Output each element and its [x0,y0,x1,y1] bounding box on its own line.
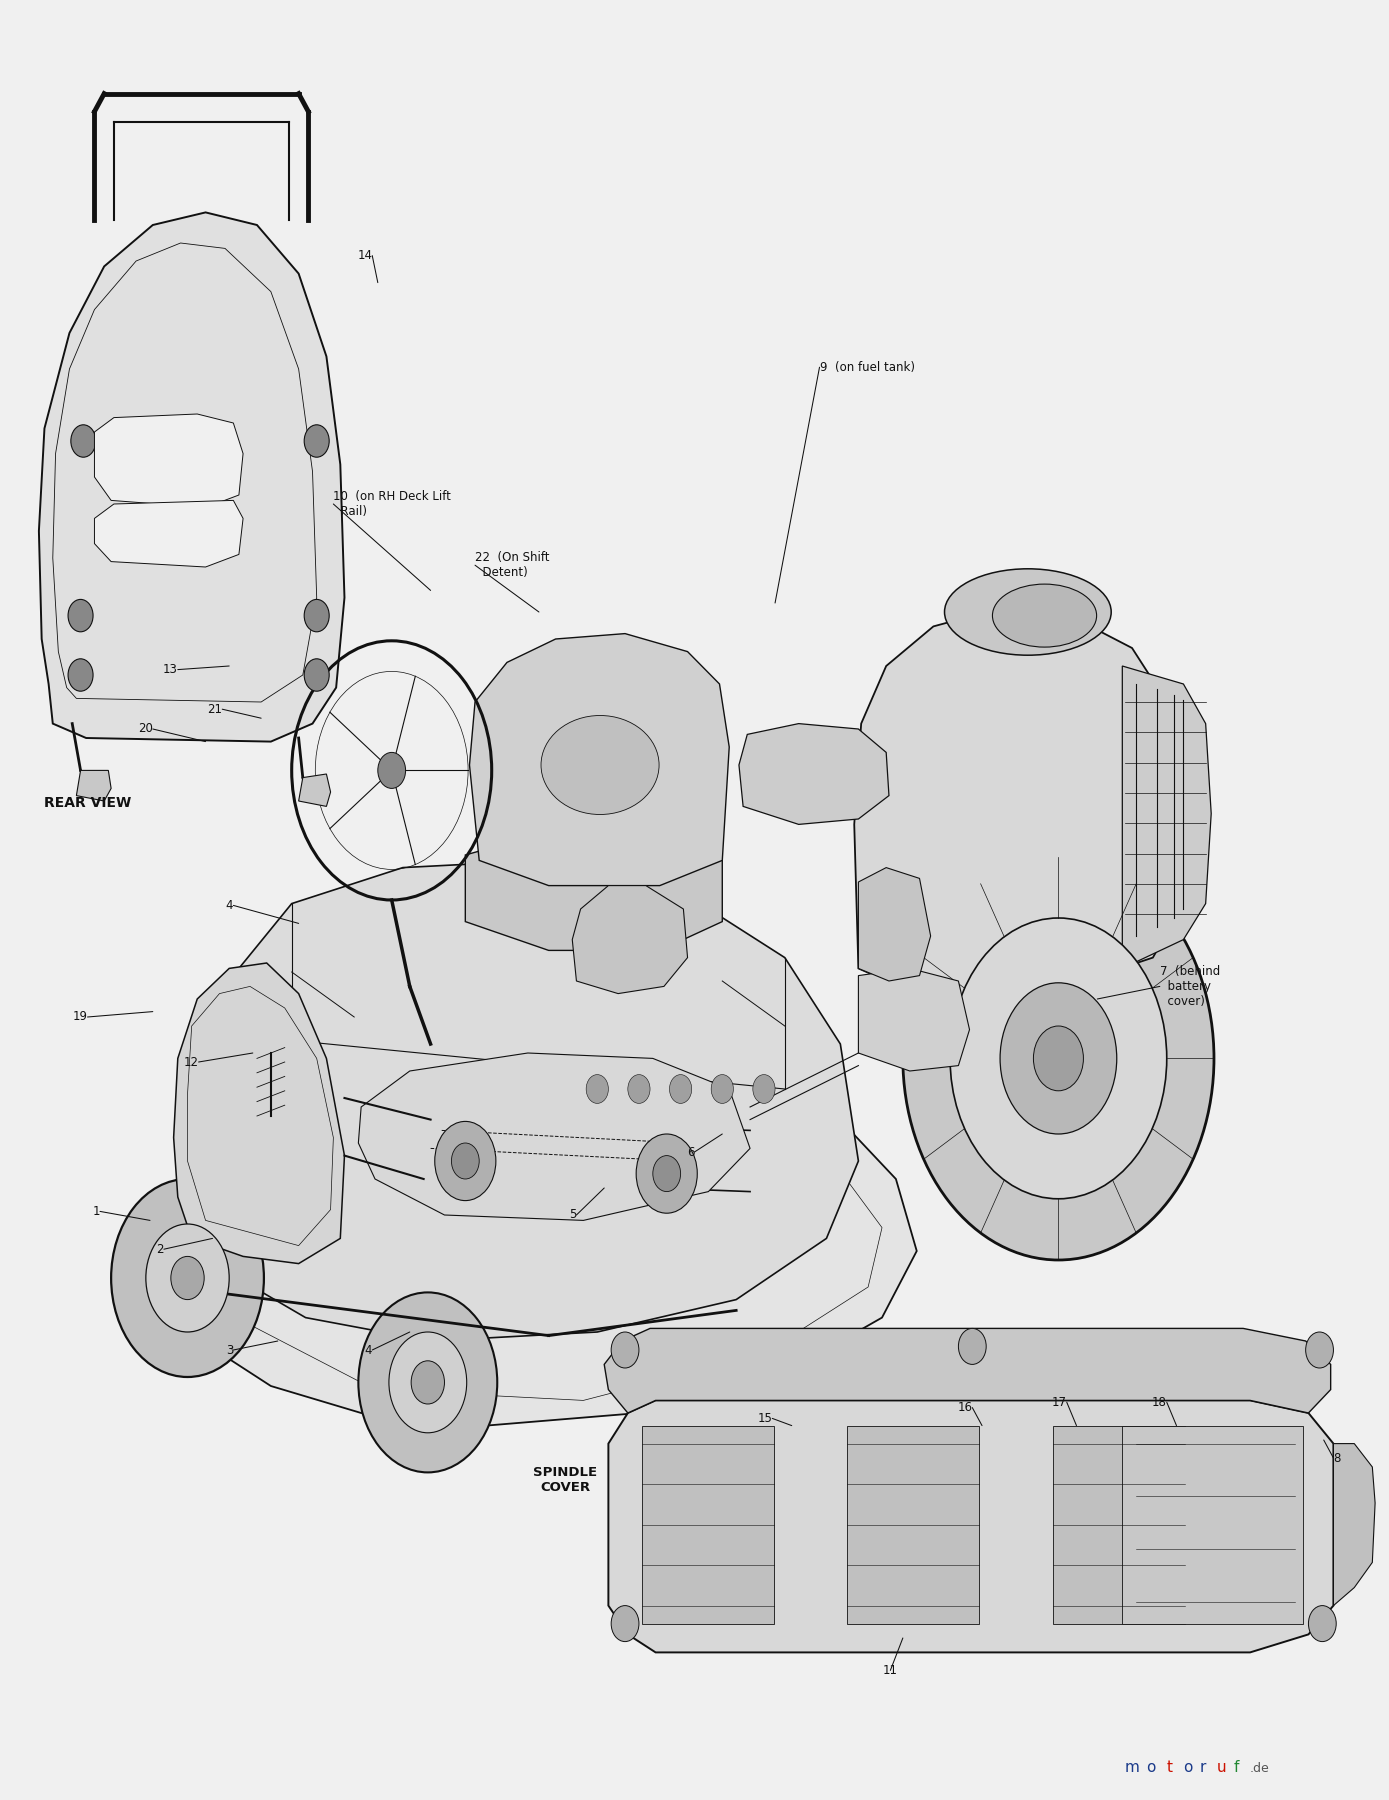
Circle shape [378,752,406,788]
Circle shape [146,1224,229,1332]
Circle shape [611,1332,639,1368]
Text: u: u [1217,1760,1226,1775]
Text: 3: 3 [226,1343,233,1357]
Polygon shape [642,1426,774,1624]
Polygon shape [858,968,970,1071]
Circle shape [389,1332,467,1433]
Circle shape [1033,1026,1083,1091]
Polygon shape [39,212,344,742]
Circle shape [304,425,329,457]
Text: m: m [1125,1760,1140,1775]
Circle shape [411,1361,444,1404]
Polygon shape [1333,1444,1375,1606]
Text: 2: 2 [157,1242,164,1256]
Circle shape [611,1606,639,1642]
Text: 7  (behind
  battery
  cover): 7 (behind battery cover) [1160,965,1220,1008]
Polygon shape [76,770,111,801]
Circle shape [358,1292,497,1472]
Circle shape [628,1075,650,1103]
Polygon shape [299,774,331,806]
Text: o: o [1183,1760,1193,1775]
Polygon shape [858,868,931,981]
Text: SPINDLE
COVER: SPINDLE COVER [533,1465,597,1494]
Text: r: r [1200,1760,1207,1775]
Text: 14: 14 [357,248,372,263]
Text: 17: 17 [1051,1395,1067,1409]
Circle shape [653,1156,681,1192]
Polygon shape [608,1400,1333,1652]
Circle shape [711,1075,733,1103]
Polygon shape [739,724,889,824]
Polygon shape [174,1017,917,1426]
Polygon shape [1122,666,1211,968]
Text: 10  (on RH Deck Lift
  Rail): 10 (on RH Deck Lift Rail) [333,490,451,518]
Text: f: f [1233,1760,1239,1775]
Text: 21: 21 [207,702,222,716]
Text: 22  (On Shift
  Detent): 22 (On Shift Detent) [475,551,550,580]
Polygon shape [94,414,243,508]
Circle shape [304,599,329,632]
Circle shape [636,1134,697,1213]
Text: REAR VIEW: REAR VIEW [44,796,132,810]
Circle shape [1306,1332,1333,1368]
Text: 12: 12 [183,1055,199,1069]
Text: 8: 8 [1333,1451,1340,1465]
Text: .de: .de [1250,1762,1270,1775]
Polygon shape [854,608,1183,999]
Circle shape [304,659,329,691]
Polygon shape [604,1328,1331,1413]
Circle shape [435,1121,496,1201]
Circle shape [1308,1606,1336,1642]
Circle shape [111,1179,264,1377]
Text: 1: 1 [93,1204,100,1219]
Circle shape [753,1075,775,1103]
Circle shape [669,1075,692,1103]
Circle shape [958,1328,986,1364]
Polygon shape [1053,1426,1185,1624]
Polygon shape [358,1053,750,1220]
Polygon shape [847,1426,979,1624]
Text: 19: 19 [72,1010,88,1024]
Text: 11: 11 [883,1663,897,1678]
Text: t: t [1167,1760,1172,1775]
Polygon shape [465,832,722,950]
Text: 6: 6 [688,1145,694,1159]
Ellipse shape [540,715,658,814]
Text: 13: 13 [163,662,178,677]
Text: 4: 4 [226,898,233,913]
Text: 4: 4 [365,1343,372,1357]
Circle shape [451,1143,479,1179]
Text: 18: 18 [1151,1395,1167,1409]
Circle shape [71,425,96,457]
Text: 16: 16 [957,1400,972,1415]
Circle shape [950,918,1167,1199]
Text: o: o [1146,1760,1156,1775]
Circle shape [171,1256,204,1300]
Ellipse shape [992,583,1097,646]
Polygon shape [94,500,243,567]
Text: 20: 20 [138,722,153,736]
Circle shape [586,1075,608,1103]
Circle shape [68,599,93,632]
Text: 5: 5 [569,1208,576,1222]
Circle shape [68,659,93,691]
Polygon shape [215,860,858,1341]
Circle shape [1000,983,1117,1134]
Text: 9  (on fuel tank): 9 (on fuel tank) [820,360,914,374]
Ellipse shape [945,569,1111,655]
Polygon shape [1122,1426,1303,1624]
Text: 15: 15 [757,1411,772,1426]
Circle shape [903,857,1214,1260]
Polygon shape [469,634,729,886]
Polygon shape [174,963,344,1264]
Polygon shape [572,886,688,994]
